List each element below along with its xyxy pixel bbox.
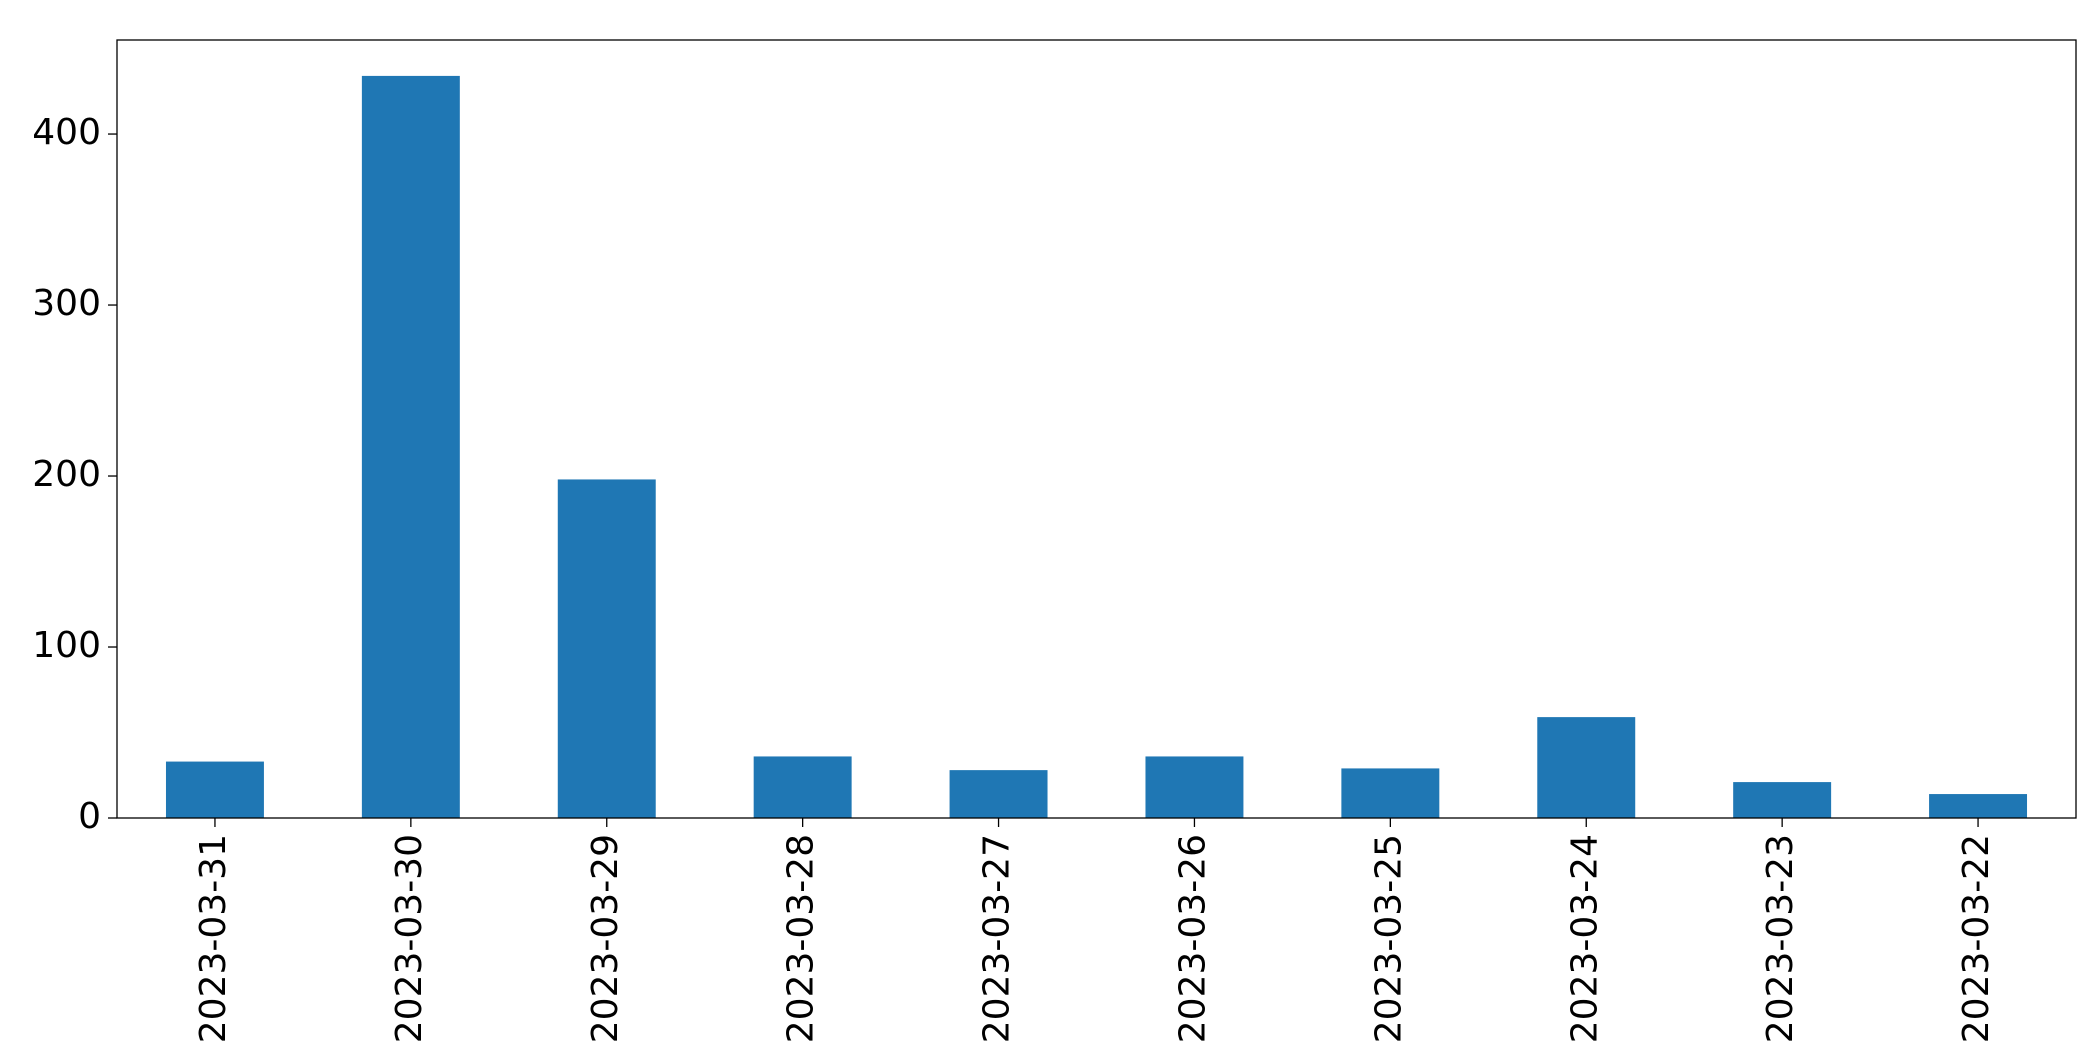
x-tick-label: 2023-03-26	[1172, 834, 1213, 1043]
bar	[557, 479, 656, 818]
x-tick-label: 2023-03-31	[193, 834, 234, 1043]
x-tick-label: 2023-03-24	[1564, 834, 1605, 1043]
bar	[165, 761, 264, 818]
x-tick-label: 2023-03-23	[1760, 834, 1801, 1043]
bar	[1929, 794, 2028, 818]
bar	[361, 75, 460, 818]
x-tick-label: 2023-03-22	[1956, 834, 1997, 1043]
bar	[1145, 756, 1244, 818]
bar	[1733, 782, 1832, 818]
y-tick-label: 100	[32, 625, 101, 666]
y-tick-label: 300	[32, 283, 101, 324]
x-tick-label: 2023-03-30	[389, 834, 430, 1043]
y-tick-label: 400	[32, 112, 101, 153]
x-tick-label: 2023-03-28	[781, 834, 822, 1043]
bar	[949, 770, 1048, 818]
bar	[753, 756, 852, 818]
y-tick-label: 0	[78, 796, 101, 837]
bar	[1537, 717, 1636, 818]
x-tick-label: 2023-03-25	[1368, 834, 1409, 1043]
x-tick-label: 2023-03-29	[585, 834, 626, 1043]
plot-frame	[116, 39, 2077, 819]
x-tick-label: 2023-03-27	[977, 834, 1018, 1043]
y-tick-label: 200	[32, 454, 101, 495]
bar	[1341, 768, 1440, 818]
